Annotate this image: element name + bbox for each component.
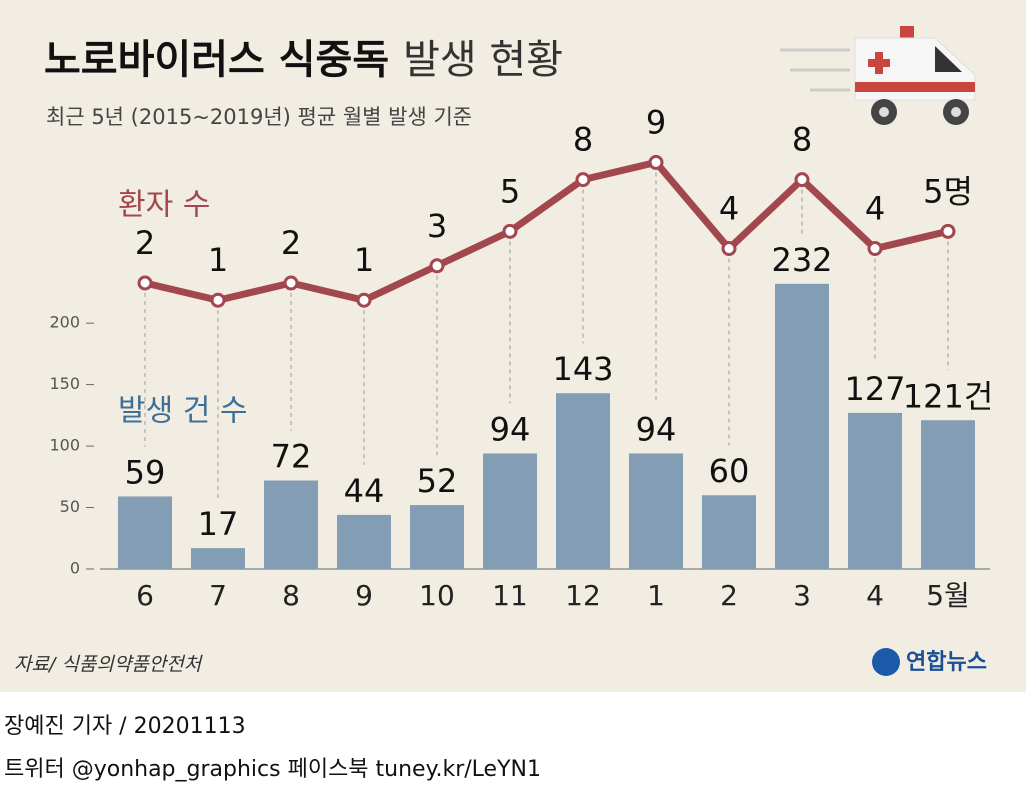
bar-label: 52 [417, 462, 458, 500]
title-light: 발생 현황 [403, 37, 563, 83]
line-point [648, 154, 664, 170]
bar-label: 44 [344, 472, 385, 510]
line-point [721, 241, 737, 257]
line-point [137, 275, 153, 291]
bar [191, 548, 245, 569]
social: 트위터 @yonhap_graphics 페이스북 tuney.kr/LeYN1 [4, 757, 541, 782]
line-point [429, 258, 445, 274]
bar-label: 72 [271, 437, 312, 475]
x-tick-label: 9 [355, 579, 373, 612]
bar [775, 283, 829, 569]
line-label: 5 [500, 172, 520, 210]
bar-label: 59 [125, 453, 166, 491]
bar [556, 393, 610, 569]
bar [337, 514, 391, 569]
bar [702, 495, 756, 569]
ambulance-icon [780, 26, 976, 125]
x-tick-label: 2 [720, 579, 738, 612]
line-label: 4 [719, 190, 739, 228]
bar [118, 496, 172, 569]
source: 자료/ 식품의약품안전처 [14, 654, 204, 676]
line-label: 3 [427, 207, 447, 245]
line-label: 5명 [923, 172, 973, 210]
line-point [867, 241, 883, 257]
legend-label: 환자 수 [118, 188, 210, 223]
line-point [940, 223, 956, 239]
line-point [210, 292, 226, 308]
bar [410, 505, 464, 569]
bar-label: 143 [552, 350, 613, 388]
title-bold: 노로바이러스 식중독 [44, 37, 389, 83]
byline: 장예진 기자 / 20201113 [4, 714, 246, 739]
legend-label: 발생 건 수 [118, 394, 247, 429]
x-tick-label: 7 [209, 579, 227, 612]
x-tick-label: 5월 [926, 579, 970, 612]
y-tick-label: 200 [49, 313, 80, 332]
line-point [794, 172, 810, 188]
line-point [502, 223, 518, 239]
bar-label: 94 [636, 410, 677, 448]
y-tick-label: 0 [70, 559, 80, 578]
bar-label: 17 [198, 505, 239, 543]
y-tick-label: 50 [60, 497, 80, 516]
line-label: 2 [281, 224, 301, 262]
bar-label: 121건 [903, 377, 994, 415]
line-label: 9 [646, 103, 666, 141]
bar [848, 412, 902, 569]
bar-label: 94 [490, 410, 531, 448]
x-tick-label: 3 [793, 579, 811, 612]
bar-label: 60 [709, 452, 750, 490]
background [0, 0, 1026, 692]
x-tick-label: 10 [419, 579, 455, 612]
bar-label: 232 [771, 241, 832, 279]
bar [483, 453, 537, 569]
line-label: 8 [573, 121, 593, 159]
x-tick-label: 12 [565, 579, 601, 612]
line [144, 158, 949, 304]
line-point [283, 275, 299, 291]
logo-text: 연합뉴스 [906, 649, 987, 675]
title: 노로바이러스 식중독 발생 현황 [44, 37, 563, 83]
subtitle: 최근 5년 (2015~2019년) 평균 월별 발생 기준 [46, 105, 472, 129]
line-label: 2 [135, 224, 155, 262]
line-label: 1 [208, 241, 228, 279]
y-tick-label: 150 [49, 374, 80, 393]
x-tick-label: 11 [492, 579, 528, 612]
x-tick-label: 1 [647, 579, 665, 612]
line-label: 8 [792, 121, 812, 159]
bar-label: 127 [844, 370, 905, 408]
line-label: 4 [865, 190, 885, 228]
line-point [356, 292, 372, 308]
line-label: 1 [354, 241, 374, 279]
x-tick-label: 4 [866, 579, 884, 612]
line-point [575, 172, 591, 188]
x-tick-label: 8 [282, 579, 300, 612]
bar [921, 420, 975, 569]
bar [629, 453, 683, 569]
y-tick-label: 100 [49, 436, 80, 455]
logo: 연합뉴스 [872, 648, 987, 676]
x-tick-label: 6 [136, 579, 154, 612]
bar [264, 480, 318, 569]
